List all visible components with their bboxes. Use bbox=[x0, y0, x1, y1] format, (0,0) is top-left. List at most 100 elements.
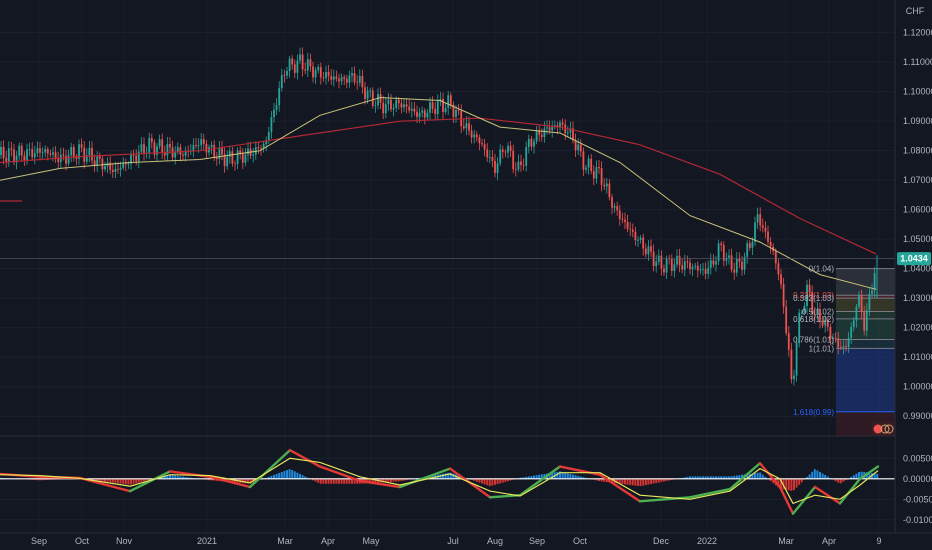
time-tick-label: Dec bbox=[653, 536, 670, 546]
candle-body bbox=[673, 264, 676, 271]
macd-histogram-bar bbox=[785, 478, 788, 490]
candle-body bbox=[761, 225, 764, 228]
candle-body bbox=[712, 260, 715, 265]
macd-histogram-bar bbox=[504, 478, 507, 482]
candle-body bbox=[525, 147, 528, 166]
macd-line-segment bbox=[288, 448, 322, 468]
candle-body bbox=[392, 107, 395, 110]
macd-line-segment bbox=[518, 465, 562, 497]
macd-histogram-bar bbox=[717, 476, 720, 479]
candle-body bbox=[816, 309, 819, 315]
macd-line-segment bbox=[598, 473, 642, 503]
macd-histogram-bar bbox=[855, 473, 858, 479]
fibonacci-retracement[interactable] bbox=[836, 268, 895, 436]
macd-histogram-bar bbox=[140, 478, 143, 482]
macd-histogram-bar bbox=[36, 478, 39, 481]
price-axis[interactable]: 1.12000 1.11000 1.10000 1.09000 1.08000 1.070… bbox=[903, 28, 932, 422]
macd-histogram-bar bbox=[663, 478, 665, 482]
candle-body bbox=[702, 269, 704, 271]
macd-histogram-bar bbox=[577, 475, 580, 479]
macd-histogram-bar bbox=[387, 478, 390, 483]
macd-histogram-bar bbox=[616, 478, 619, 484]
macd-histogram-bar bbox=[600, 478, 603, 482]
candle-body bbox=[533, 141, 535, 147]
candle-body bbox=[395, 99, 398, 108]
candle-body bbox=[132, 154, 135, 156]
fib-zone-band bbox=[836, 268, 895, 296]
macd-histogram-bar bbox=[813, 469, 816, 479]
macd-histogram-bar bbox=[535, 475, 538, 479]
macd-histogram-bar bbox=[733, 475, 736, 479]
macd-histogram-bar bbox=[806, 477, 808, 479]
candle-body bbox=[795, 342, 798, 376]
candle-body bbox=[756, 214, 759, 223]
candle-body bbox=[75, 157, 78, 159]
candle-body bbox=[618, 210, 621, 220]
macd-histogram-bar bbox=[639, 478, 642, 487]
macd-histogram-bar bbox=[395, 478, 398, 482]
candle-body bbox=[390, 99, 392, 110]
candle-body bbox=[234, 163, 236, 165]
macd-histogram-bar bbox=[109, 478, 112, 483]
candle-body bbox=[10, 148, 13, 150]
candle-body bbox=[114, 168, 117, 172]
macd-histogram-bar bbox=[135, 478, 138, 484]
dividend-icon[interactable] bbox=[880, 424, 890, 434]
macd-histogram-bar bbox=[728, 476, 730, 479]
candle-body bbox=[379, 94, 382, 103]
macd-histogram-bar bbox=[603, 478, 606, 482]
candle-body bbox=[306, 59, 309, 71]
candle-body bbox=[860, 294, 863, 313]
candle-body bbox=[184, 150, 187, 156]
flag-icon[interactable] bbox=[873, 424, 883, 434]
candle-body bbox=[345, 78, 348, 83]
macd-histogram-bar bbox=[122, 478, 125, 484]
candle-body bbox=[579, 144, 582, 152]
macd-histogram-bar bbox=[491, 478, 494, 486]
price-tick-label: 1.01000 bbox=[903, 352, 932, 362]
candle-body bbox=[192, 145, 195, 151]
macd-histogram-bar bbox=[769, 478, 772, 482]
candle-body bbox=[715, 261, 717, 265]
macd-histogram-bar bbox=[400, 478, 403, 482]
macd-histogram-bar bbox=[166, 475, 169, 479]
candle-body bbox=[499, 149, 502, 164]
price-tick-label: 1.02000 bbox=[903, 323, 932, 333]
candle-body bbox=[767, 231, 769, 242]
macd-histogram-bar bbox=[213, 478, 216, 481]
candle-body bbox=[629, 228, 632, 230]
candle-body bbox=[577, 144, 580, 151]
macd-histogram-bar bbox=[249, 478, 252, 484]
candle-body bbox=[244, 154, 247, 163]
macd-histogram-bar bbox=[208, 478, 210, 481]
macd-histogram-bar bbox=[819, 471, 821, 479]
candle-body bbox=[535, 130, 538, 142]
candle-body bbox=[387, 99, 390, 105]
candle-body bbox=[442, 98, 444, 113]
candle-body bbox=[616, 206, 619, 211]
macd-histogram-bar bbox=[764, 476, 767, 479]
macd-histogram-bar bbox=[598, 478, 600, 482]
candle-body bbox=[720, 243, 723, 246]
price-tick-label: 1.08000 bbox=[903, 146, 932, 156]
earnings-icon[interactable] bbox=[884, 424, 894, 434]
macd-histogram-bar bbox=[499, 478, 502, 484]
candle-body bbox=[600, 168, 603, 185]
macd-histogram-bar bbox=[569, 474, 572, 479]
macd-line-segment bbox=[758, 462, 782, 489]
macd-histogram-bar bbox=[754, 473, 756, 479]
fib-level-label: 0.5(1.02) bbox=[802, 307, 834, 316]
candle-body bbox=[725, 257, 728, 261]
alert-icons[interactable] bbox=[872, 422, 894, 436]
candle-body bbox=[631, 229, 634, 232]
candle-body bbox=[865, 310, 868, 331]
candle-body bbox=[200, 139, 203, 146]
macd-histogram-bar bbox=[730, 476, 733, 479]
candle-body bbox=[811, 292, 814, 314]
time-axis[interactable]: Sep Oct Nov 2021 Mar Apr May Jul Aug Sep Oct Dec 202… bbox=[31, 536, 882, 546]
candle-body bbox=[72, 146, 75, 158]
macd-histogram-bar bbox=[101, 478, 104, 482]
